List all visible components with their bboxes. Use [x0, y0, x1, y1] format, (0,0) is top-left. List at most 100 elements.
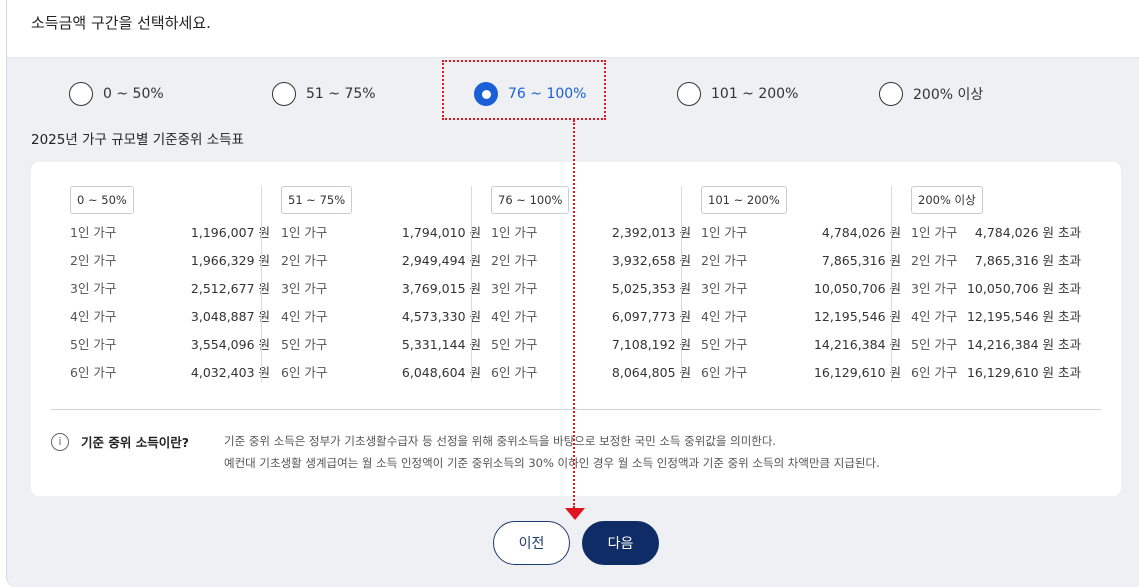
radio-label[interactable]: 0 ~ 50% [103, 86, 164, 102]
radio-label[interactable]: 51 ~ 75% [306, 86, 376, 102]
column-range-tag: 200% 이상 [911, 186, 983, 214]
income-value: 8,064,805 원 [611, 365, 691, 380]
income-value: 4,573,330 원 [401, 309, 481, 324]
household-size-label: 2인 가구 [281, 253, 328, 268]
column-divider [891, 186, 892, 382]
household-row: 6인 가구 16,129,610 원 [701, 362, 901, 382]
info-title: 기준 중위 소득이란? [81, 435, 189, 450]
household-size-label: 4인 가구 [701, 309, 748, 324]
column-divider [681, 186, 682, 382]
income-value: 3,769,015 원 [401, 281, 481, 296]
income-value: 2,392,013 원 [611, 225, 691, 240]
household-row: 2인 가구 7,865,316 원 [701, 250, 901, 270]
income-value: 7,865,316 원 초과 [974, 253, 1081, 268]
household-row: 5인 가구 7,108,192 원 [491, 334, 691, 354]
household-size-label: 5인 가구 [491, 337, 538, 352]
income-value: 4,032,403 원 [190, 365, 270, 380]
household-size-label: 5인 가구 [701, 337, 748, 352]
radio-circle-icon[interactable] [69, 82, 93, 106]
info-icon: i [51, 433, 69, 451]
annotation-arrow-head-icon [565, 508, 585, 520]
radio-0-50[interactable]: 0 ~ 50% [69, 80, 164, 108]
household-size-label: 6인 가구 [911, 365, 958, 380]
household-row: 3인 가구 10,050,706 원 초과 [911, 278, 1081, 298]
household-row: 3인 가구 3,769,015 원 [281, 278, 481, 298]
income-column: 51 ~ 75% 1인 가구 1,794,010 원 2인 가구 2,949,494 원… [281, 186, 481, 386]
household-row: 2인 가구 3,932,658 원 [491, 250, 691, 270]
column-range-tag: 51 ~ 75% [281, 186, 353, 214]
next-button[interactable]: 다음 [582, 521, 659, 565]
household-size-label: 3인 가구 [491, 281, 538, 296]
household-row: 3인 가구 2,512,677 원 [70, 278, 270, 298]
radio-51-75[interactable]: 51 ~ 75% [272, 80, 376, 108]
household-row: 1인 가구 1,196,007 원 [70, 222, 270, 242]
question-header: 소득금액 구간을 선택하세요. [7, 0, 1139, 58]
radio-101-200[interactable]: 101 ~ 200% [677, 80, 798, 108]
household-size-label: 2인 가구 [911, 253, 958, 268]
income-value: 10,050,706 원 초과 [966, 281, 1081, 296]
household-size-label: 6인 가구 [70, 365, 117, 380]
radio-circle-icon[interactable] [677, 82, 701, 106]
radio-label[interactable]: 101 ~ 200% [711, 86, 799, 102]
household-size-label: 4인 가구 [491, 309, 538, 324]
info-description-line-1: 기준 중위 소득은 정부가 기초생활수급자 등 선정을 위해 중위소득을 바탕으… [224, 434, 777, 448]
annotation-arrow-line [573, 120, 575, 508]
prev-button[interactable]: 이전 [493, 521, 570, 565]
radio-76-100[interactable]: 76 ~ 100% [474, 80, 586, 108]
income-column: 0 ~ 50% 1인 가구 1,196,007 원 2인 가구 1,966,329 원 3… [70, 186, 270, 386]
household-row: 2인 가구 2,949,494 원 [281, 250, 481, 270]
household-size-label: 2인 가구 [701, 253, 748, 268]
household-row: 3인 가구 10,050,706 원 [701, 278, 901, 298]
household-size-label: 3인 가구 [911, 281, 958, 296]
divider [51, 409, 1101, 410]
household-row: 2인 가구 7,865,316 원 초과 [911, 250, 1081, 270]
radio-200-plus[interactable]: 200% 이상 [879, 80, 983, 108]
income-column: 101 ~ 200% 1인 가구 4,784,026 원 2인 가구 7,865,316… [701, 186, 901, 386]
household-row: 5인 가구 14,216,384 원 [701, 334, 901, 354]
income-range-radio-group: 0 ~ 50% 51 ~ 75% 76 ~ 100% 101 ~ 200% 20… [0, 80, 1139, 108]
household-size-label: 3인 가구 [70, 281, 117, 296]
income-table-title: 2025년 가구 규모별 기준중위 소득표 [31, 132, 244, 148]
household-size-label: 1인 가구 [281, 225, 328, 240]
income-value: 14,216,384 원 [813, 337, 901, 352]
household-row: 1인 가구 4,784,026 원 [701, 222, 901, 242]
radio-label[interactable]: 76 ~ 100% [508, 86, 587, 102]
household-row: 6인 가구 8,064,805 원 [491, 362, 691, 382]
radio-label[interactable]: 200% 이상 [913, 87, 984, 103]
income-value: 16,129,610 원 초과 [966, 365, 1081, 380]
household-size-label: 1인 가구 [701, 225, 748, 240]
column-range-tag: 0 ~ 50% [70, 186, 134, 214]
income-value: 4,784,026 원 [821, 225, 901, 240]
household-size-label: 2인 가구 [491, 253, 538, 268]
household-row: 6인 가구 6,048,604 원 [281, 362, 481, 382]
household-size-label: 1인 가구 [911, 225, 958, 240]
income-table-panel: 0 ~ 50% 1인 가구 1,196,007 원 2인 가구 1,966,329 원 3… [31, 162, 1121, 496]
column-range-tag: 101 ~ 200% [701, 186, 787, 214]
radio-selected-icon[interactable] [474, 82, 498, 106]
income-value: 3,932,658 원 [611, 253, 691, 268]
income-value: 1,966,329 원 [190, 253, 270, 268]
household-size-label: 6인 가구 [701, 365, 748, 380]
column-divider [471, 186, 472, 382]
income-value: 10,050,706 원 [813, 281, 901, 296]
question-title: 소득금액 구간을 선택하세요. [31, 14, 211, 32]
household-size-label: 5인 가구 [911, 337, 958, 352]
income-value: 4,784,026 원 초과 [974, 225, 1081, 240]
info-description-line-2: 예컨대 기초생활 생계급여는 월 소득 인정액이 기준 중위소득의 30% 이하… [224, 456, 880, 470]
household-row: 4인 가구 4,573,330 원 [281, 306, 481, 326]
income-column: 76 ~ 100% 1인 가구 2,392,013 원 2인 가구 3,932,658 … [491, 186, 691, 386]
income-value: 7,108,192 원 [611, 337, 691, 352]
income-value: 7,865,316 원 [821, 253, 901, 268]
household-size-label: 4인 가구 [281, 309, 328, 324]
income-value: 5,331,144 원 [401, 337, 481, 352]
household-size-label: 5인 가구 [70, 337, 117, 352]
annotation-highlight-box [442, 60, 606, 120]
household-row: 6인 가구 4,032,403 원 [70, 362, 270, 382]
household-size-label: 3인 가구 [701, 281, 748, 296]
household-row: 6인 가구 16,129,610 원 초과 [911, 362, 1081, 382]
column-divider [261, 186, 262, 382]
household-size-label: 1인 가구 [70, 225, 117, 240]
radio-circle-icon[interactable] [272, 82, 296, 106]
household-row: 4인 가구 12,195,546 원 [701, 306, 901, 326]
radio-circle-icon[interactable] [879, 82, 903, 106]
